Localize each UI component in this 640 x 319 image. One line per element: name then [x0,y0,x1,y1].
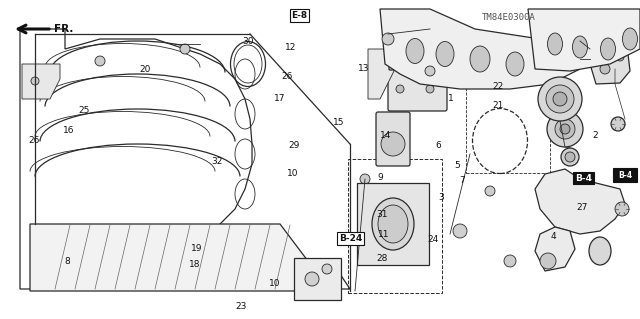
Ellipse shape [573,36,588,58]
Ellipse shape [600,38,616,60]
Text: 24: 24 [428,235,439,244]
Text: 11: 11 [378,230,389,239]
Circle shape [615,202,629,216]
FancyBboxPatch shape [388,67,447,111]
Ellipse shape [547,33,563,55]
Circle shape [453,224,467,238]
Text: 17: 17 [274,94,285,103]
Text: 29: 29 [288,141,300,150]
Polygon shape [528,9,640,71]
Polygon shape [380,9,580,89]
Text: 31: 31 [376,210,388,219]
Text: 23: 23 [236,302,247,311]
Circle shape [425,66,435,76]
Text: 9: 9 [378,173,383,182]
Text: 19: 19 [191,244,202,253]
Polygon shape [368,49,395,99]
Text: 26: 26 [282,72,293,81]
Polygon shape [535,169,625,234]
Text: TM84E0300A: TM84E0300A [482,13,536,22]
Ellipse shape [623,28,637,50]
Circle shape [600,64,610,74]
Polygon shape [30,224,320,291]
Circle shape [382,33,394,45]
Polygon shape [590,44,630,84]
Circle shape [381,132,405,156]
FancyBboxPatch shape [294,258,341,300]
Circle shape [611,117,625,131]
FancyBboxPatch shape [389,33,431,70]
Circle shape [561,148,579,166]
Text: E-8: E-8 [291,11,308,20]
Text: B-4: B-4 [575,174,592,182]
Text: 15: 15 [333,118,344,127]
Polygon shape [535,227,575,271]
FancyBboxPatch shape [613,168,637,182]
FancyBboxPatch shape [376,112,410,166]
Text: 6: 6 [435,141,441,150]
Text: 2: 2 [592,131,598,140]
Circle shape [555,119,575,139]
Circle shape [565,152,575,162]
Text: 14: 14 [380,131,391,140]
Ellipse shape [406,39,424,63]
Circle shape [426,85,434,93]
Ellipse shape [378,205,408,243]
Text: 32: 32 [211,157,223,166]
Circle shape [180,44,190,54]
Circle shape [504,255,516,267]
Text: 4: 4 [550,232,556,241]
Ellipse shape [506,52,524,76]
Ellipse shape [589,237,611,265]
Text: 12: 12 [285,43,296,52]
Text: 3: 3 [438,193,444,202]
Circle shape [322,264,332,274]
Circle shape [485,186,495,196]
Text: 7: 7 [460,176,465,185]
Circle shape [540,253,556,269]
Circle shape [360,174,370,184]
Ellipse shape [470,46,490,72]
Text: 25: 25 [78,106,90,115]
Circle shape [547,111,583,147]
Circle shape [305,272,319,286]
Text: B-4: B-4 [618,170,632,180]
Text: FR.: FR. [54,24,74,34]
FancyBboxPatch shape [357,183,429,265]
Circle shape [546,85,574,113]
Circle shape [396,85,404,93]
Circle shape [31,77,39,85]
Circle shape [616,53,624,61]
Text: B-24: B-24 [339,234,362,243]
Text: 16: 16 [63,126,74,135]
Circle shape [560,124,570,134]
Text: 27: 27 [576,203,588,212]
Text: 26: 26 [29,136,40,145]
Circle shape [553,92,567,106]
Ellipse shape [372,198,414,250]
Text: 18: 18 [189,260,200,269]
Text: 1: 1 [448,94,454,103]
Text: 10: 10 [269,279,280,288]
Text: 8: 8 [64,257,70,266]
Polygon shape [22,64,60,99]
Text: 28: 28 [376,254,388,263]
Text: 10: 10 [287,169,298,178]
Text: 22: 22 [493,82,504,91]
Text: 30: 30 [242,37,253,46]
Ellipse shape [436,41,454,66]
Circle shape [538,77,582,121]
Text: 5: 5 [454,161,460,170]
Text: 20: 20 [140,65,151,74]
Text: 21: 21 [493,101,504,110]
Text: 13: 13 [358,64,370,73]
Circle shape [95,56,105,66]
